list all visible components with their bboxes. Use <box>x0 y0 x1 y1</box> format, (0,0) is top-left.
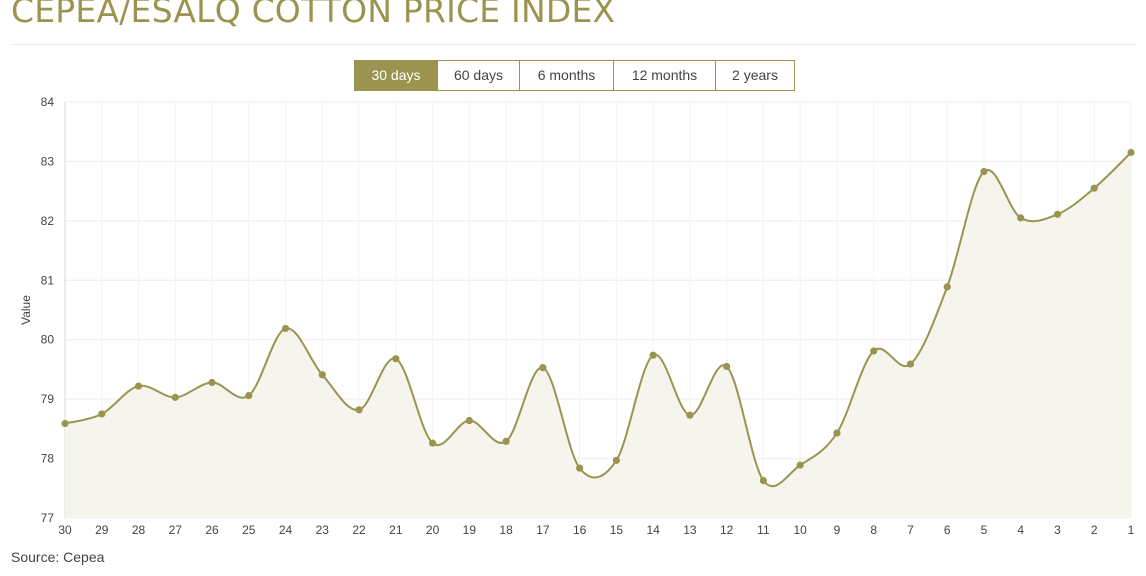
data-point[interactable] <box>502 437 510 445</box>
data-point[interactable] <box>245 391 253 400</box>
y-axis-ticks: 77 78 79 80 81 82 83 84 <box>41 95 55 525</box>
data-point[interactable] <box>539 364 547 372</box>
data-point[interactable] <box>943 283 951 291</box>
x-tick-label: 22 <box>352 523 366 537</box>
source-note: Source: Cepea <box>11 549 105 565</box>
x-tick-label: 18 <box>499 523 513 537</box>
x-tick-label: 13 <box>683 523 697 537</box>
y-tick-label: 84 <box>41 95 55 109</box>
tab-30-days[interactable]: 30 days <box>354 60 438 91</box>
x-tick-label: 7 <box>907 523 914 537</box>
data-point[interactable] <box>208 378 216 387</box>
y-tick-label: 83 <box>41 154 55 168</box>
x-tick-label: 30 <box>58 523 72 537</box>
x-tick-label: 20 <box>426 523 440 537</box>
tab-2-years[interactable]: 2 years <box>716 60 795 91</box>
data-point[interactable] <box>906 360 915 368</box>
data-point[interactable] <box>870 347 878 355</box>
chart-area: 77 78 79 80 81 82 83 84 30 29 28 27 26 25 24 23 22 21 20 1… <box>0 94 1146 544</box>
y-tick-label: 81 <box>41 273 55 287</box>
data-point[interactable] <box>281 324 290 333</box>
data-point[interactable] <box>1017 214 1025 222</box>
x-axis-ticks: 30 29 28 27 26 25 24 23 22 21 20 19 18 17 16 15 14 13 12 11… <box>58 523 1134 537</box>
x-tick-label: 9 <box>834 523 841 537</box>
x-tick-label: 17 <box>536 523 550 537</box>
data-point[interactable] <box>1127 148 1135 157</box>
x-tick-label: 28 <box>132 523 146 537</box>
data-point[interactable] <box>465 416 473 425</box>
data-point[interactable] <box>833 429 841 437</box>
x-tick-label: 23 <box>316 523 330 537</box>
area-fill <box>65 152 1131 518</box>
data-point[interactable] <box>1053 210 1062 218</box>
data-point[interactable] <box>171 393 179 401</box>
data-point[interactable] <box>98 410 106 418</box>
page-title: CEPEA/ESALQ COTTON PRICE INDEX <box>11 0 616 30</box>
x-tick-label: 5 <box>981 523 988 537</box>
data-point[interactable] <box>134 382 143 390</box>
x-tick-label: 14 <box>646 523 660 537</box>
x-tick-label: 2 <box>1091 523 1098 537</box>
x-tick-label: 19 <box>463 523 477 537</box>
data-point[interactable] <box>392 355 400 363</box>
data-point[interactable] <box>428 439 437 447</box>
tab-60-days[interactable]: 60 days <box>438 60 520 91</box>
x-tick-label: 4 <box>1017 523 1024 537</box>
y-tick-label: 79 <box>41 392 55 406</box>
title-divider <box>11 44 1137 45</box>
x-tick-label: 1 <box>1128 523 1135 537</box>
y-tick-label: 77 <box>41 511 55 525</box>
data-point[interactable] <box>686 411 694 419</box>
x-tick-label: 6 <box>944 523 951 537</box>
range-selector: 30 days 60 days 6 months 12 months 2 yea… <box>354 60 795 91</box>
x-tick-label: 26 <box>205 523 219 537</box>
x-tick-label: 3 <box>1054 523 1061 537</box>
x-tick-label: 8 <box>870 523 877 537</box>
data-point[interactable] <box>318 371 326 379</box>
x-tick-label: 25 <box>242 523 256 537</box>
x-tick-label: 24 <box>279 523 293 537</box>
data-point[interactable] <box>1090 184 1098 192</box>
tab-12-months[interactable]: 12 months <box>614 60 716 91</box>
y-axis-label: Value <box>19 295 33 325</box>
data-point[interactable] <box>649 351 657 359</box>
tab-6-months[interactable]: 6 months <box>520 60 614 91</box>
x-tick-label: 27 <box>169 523 183 537</box>
data-point[interactable] <box>723 362 731 371</box>
data-point[interactable] <box>355 406 363 414</box>
data-points <box>61 148 1135 485</box>
data-point[interactable] <box>576 464 584 472</box>
data-point[interactable] <box>796 461 804 469</box>
x-tick-label: 29 <box>95 523 109 537</box>
x-tick-label: 11 <box>757 523 770 537</box>
x-tick-label: 10 <box>793 523 807 537</box>
data-point[interactable] <box>759 476 768 485</box>
data-point[interactable] <box>61 419 69 428</box>
y-tick-label: 82 <box>41 214 55 228</box>
x-tick-label: 15 <box>610 523 624 537</box>
x-tick-label: 16 <box>573 523 587 537</box>
data-point[interactable] <box>612 456 620 464</box>
y-tick-label: 78 <box>41 452 55 466</box>
x-tick-label: 21 <box>389 523 403 537</box>
data-point[interactable] <box>980 167 988 176</box>
x-tick-label: 12 <box>720 523 734 537</box>
y-tick-label: 80 <box>41 333 55 347</box>
